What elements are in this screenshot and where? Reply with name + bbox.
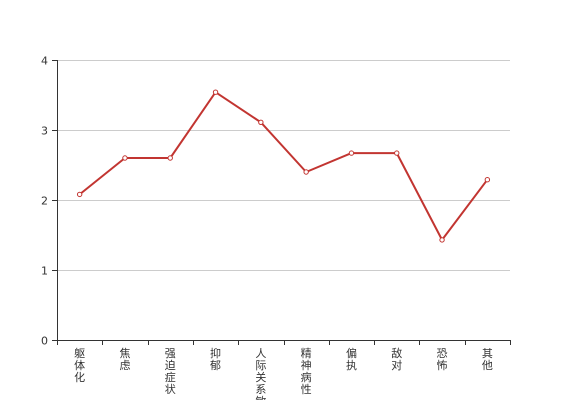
series <box>76 89 491 243</box>
y-tick-label: 2 <box>41 195 48 208</box>
data-point-2[interactable] <box>167 155 173 161</box>
data-point-6[interactable] <box>348 150 355 156</box>
y-tick-label: 0 <box>41 335 48 348</box>
y-tick-label: 3 <box>41 125 48 138</box>
data-point-9[interactable] <box>484 177 491 183</box>
data-point-4[interactable] <box>258 119 264 126</box>
data-point-3[interactable] <box>212 89 219 95</box>
axes <box>52 60 511 345</box>
x-tick-label: 人际关系敏感 <box>255 347 266 400</box>
series-line <box>79 91 489 241</box>
x-tick-label: 偏执 <box>346 346 357 372</box>
x-tick-label: 精神病性 <box>301 347 312 396</box>
y-tick-labels: 0 1 2 3 4 <box>41 55 48 348</box>
y-tick-label: 4 <box>41 55 48 68</box>
x-tick-labels: 躯体化 焦虑 强迫症状 抑郁 人际关系敏感 精神病性 偏执 敌对 恐怖 其他 <box>74 346 493 400</box>
x-tick-label: 躯体化 <box>74 347 85 384</box>
data-point-8[interactable] <box>439 237 445 243</box>
grid-lines <box>57 60 510 271</box>
x-tick-label: 焦虑 <box>119 347 130 372</box>
x-tick-label: 敌对 <box>391 346 402 372</box>
x-tick-label: 其他 <box>482 347 493 372</box>
data-point-1[interactable] <box>122 155 128 161</box>
y-tick-label: 1 <box>41 265 48 278</box>
x-tick-label: 恐怖 <box>437 347 448 372</box>
data-point-7[interactable] <box>394 150 400 156</box>
x-tick-label: 强迫症状 <box>165 347 176 396</box>
data-point-5[interactable] <box>303 169 309 175</box>
data-point-0[interactable] <box>76 191 83 198</box>
x-tick-label: 抑郁 <box>210 346 221 372</box>
